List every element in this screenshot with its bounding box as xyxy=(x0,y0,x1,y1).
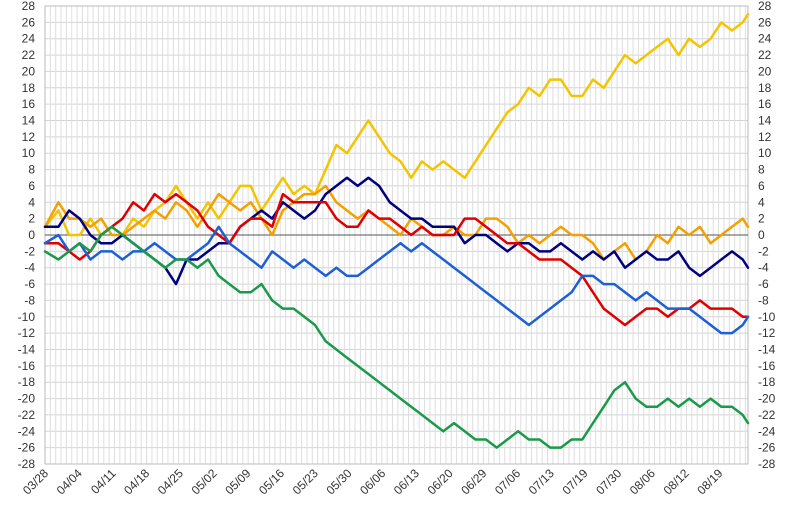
y-tick-label-left: -22 xyxy=(18,408,36,422)
y-tick-label-left: -8 xyxy=(24,293,35,307)
y-tick-label-right: -8 xyxy=(758,293,769,307)
y-tick-label-right: 24 xyxy=(758,32,772,46)
y-tick-label-right: -2 xyxy=(758,244,769,258)
y-axis-left-ticks: 2826242220181614121086420-2-4-6-8-10-12-… xyxy=(18,0,36,471)
y-tick-label-right: 4 xyxy=(758,195,765,209)
y-tick-label-right: 18 xyxy=(758,81,772,95)
y-tick-label-right: -4 xyxy=(758,261,769,275)
series-line-4 xyxy=(43,192,750,327)
y-axis-right-ticks: 2826242220181614121086420-2-4-6-8-10-12-… xyxy=(758,0,776,471)
y-tick-label-left: 16 xyxy=(22,97,36,111)
y-tick-label-right: 22 xyxy=(758,48,772,62)
y-tick-label-left: 2 xyxy=(28,212,35,226)
y-tick-label-left: 8 xyxy=(28,163,35,177)
y-tick-label-right: -10 xyxy=(758,310,776,324)
y-tick-label-left: -18 xyxy=(18,375,36,389)
y-tick-label-right: -28 xyxy=(758,457,776,471)
y-tick-label-right: 0 xyxy=(758,228,765,242)
y-tick-label-left: -20 xyxy=(18,392,36,406)
y-tick-label-left: -10 xyxy=(18,310,36,324)
y-tick-label-left: 18 xyxy=(22,81,36,95)
y-tick-label-right: -18 xyxy=(758,375,776,389)
y-tick-label-right: -26 xyxy=(758,441,776,455)
y-tick-label-right: -14 xyxy=(758,343,776,357)
y-tick-label-right: -12 xyxy=(758,326,776,340)
y-tick-label-left: -2 xyxy=(24,244,35,258)
y-tick-label-left: 0 xyxy=(28,228,35,242)
y-tick-label-right: 2 xyxy=(758,212,765,226)
y-tick-label-right: -6 xyxy=(758,277,769,291)
y-tick-label-left: 26 xyxy=(22,15,36,29)
y-tick-label-left: -4 xyxy=(24,261,35,275)
y-tick-label-right: 8 xyxy=(758,163,765,177)
y-tick-label-right: 28 xyxy=(758,0,772,13)
y-tick-label-left: 24 xyxy=(22,32,36,46)
y-tick-label-right: 6 xyxy=(758,179,765,193)
y-tick-label-left: 22 xyxy=(22,48,36,62)
y-tick-label-right: 16 xyxy=(758,97,772,111)
y-tick-label-right: -22 xyxy=(758,408,776,422)
y-tick-label-left: 20 xyxy=(22,64,36,78)
y-tick-label-left: -24 xyxy=(18,424,36,438)
y-tick-label-right: -24 xyxy=(758,424,776,438)
y-tick-label-left: -12 xyxy=(18,326,36,340)
y-tick-label-left: 28 xyxy=(22,0,36,13)
series-line-6 xyxy=(43,225,750,449)
y-tick-label-right: 26 xyxy=(758,15,772,29)
y-tick-label-left: -26 xyxy=(18,441,36,455)
y-tick-label-left: -28 xyxy=(18,457,36,471)
y-tick-label-left: 6 xyxy=(28,179,35,193)
y-tick-label-left: -16 xyxy=(18,359,36,373)
y-tick-label-right: 14 xyxy=(758,114,772,128)
y-tick-label-right: 10 xyxy=(758,146,772,160)
y-tick-label-left: 12 xyxy=(22,130,36,144)
y-tick-label-right: -16 xyxy=(758,359,776,373)
y-tick-label-left: 10 xyxy=(22,146,36,160)
y-tick-label-left: 14 xyxy=(22,114,36,128)
y-tick-label-left: -6 xyxy=(24,277,35,291)
y-tick-label-left: -14 xyxy=(18,343,36,357)
series-line-5 xyxy=(43,225,750,335)
y-tick-label-left: 4 xyxy=(28,195,35,209)
y-tick-label-right: 20 xyxy=(758,64,772,78)
y-tick-label-right: -20 xyxy=(758,392,776,406)
series-lines xyxy=(43,12,750,449)
y-tick-label-right: 12 xyxy=(758,130,772,144)
